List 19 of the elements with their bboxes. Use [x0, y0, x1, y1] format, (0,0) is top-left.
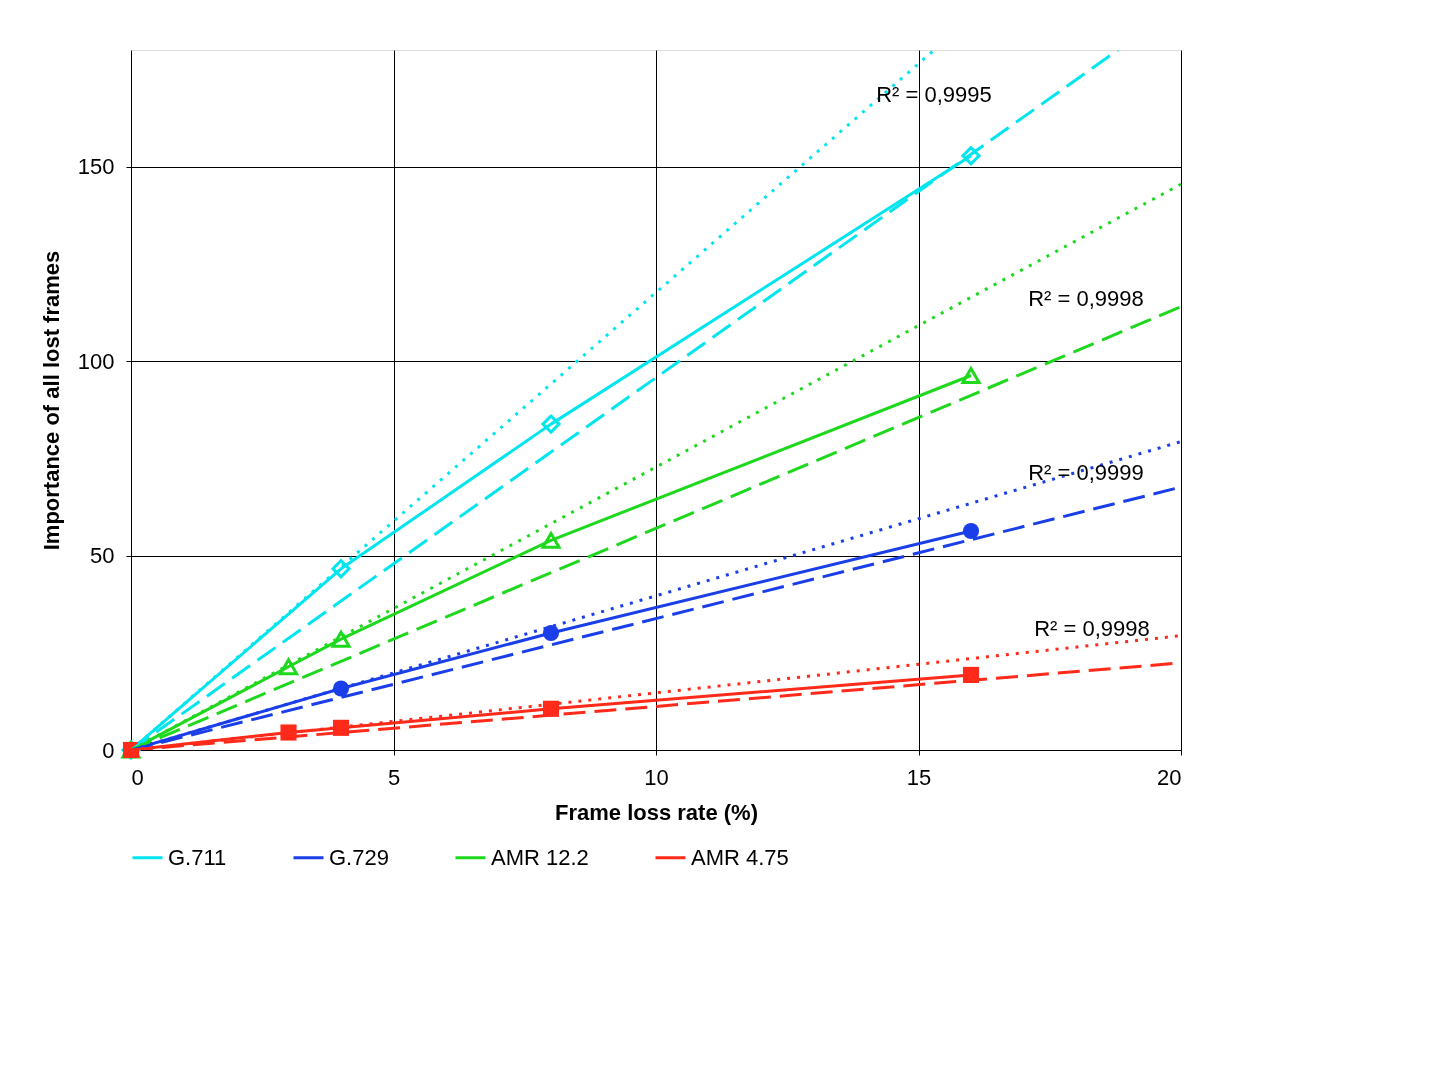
- annotation: R² = 0,9999: [1028, 460, 1144, 485]
- y-tick-label: 50: [90, 543, 115, 569]
- legend-label: AMR 12.2: [491, 844, 589, 870]
- y-tick-label: 0: [102, 737, 115, 763]
- x-tick-label: 15: [906, 764, 932, 790]
- annotation: R² = 0,9995: [876, 82, 992, 107]
- y-axis-title: Importance of all lost frames: [38, 250, 64, 551]
- y-tick-label: 100: [77, 348, 115, 374]
- y-tick-label: 150: [77, 154, 115, 180]
- x-axis-title: Frame loss rate (%): [555, 799, 758, 825]
- annotation: R² = 0,9998: [1028, 286, 1144, 311]
- annotation: R² = 0,9998: [1034, 616, 1150, 641]
- legend-label: G.711: [168, 844, 227, 870]
- legend-label: G.729: [329, 844, 389, 870]
- legend-label: AMR 4.75: [691, 844, 789, 870]
- x-tick-label: 10: [644, 764, 669, 790]
- x-tick-label: 0: [131, 764, 144, 790]
- x-tick-label: 20: [1157, 764, 1182, 790]
- x-tick-label: 5: [387, 764, 401, 790]
